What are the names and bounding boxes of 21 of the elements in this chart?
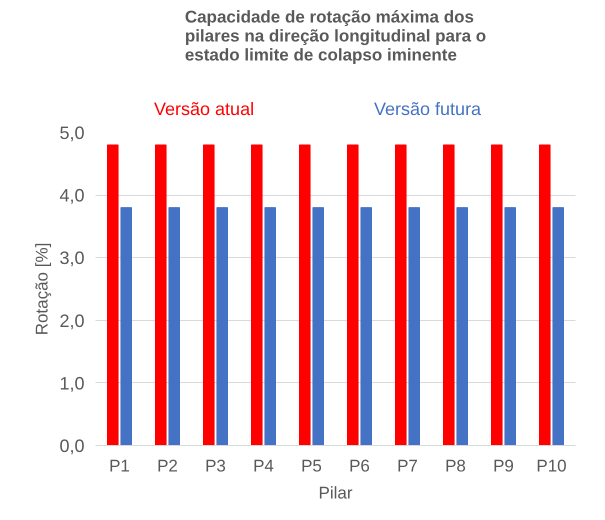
x-tick-label: P3 (205, 456, 226, 476)
x-tick-label: P1 (109, 456, 130, 476)
series-label: Versão atual (154, 99, 254, 120)
y-tick-label: 1,0 (59, 373, 85, 394)
x-tick-label: P2 (157, 456, 178, 476)
text: Versão futura (374, 99, 482, 120)
y-tick-label: 5,0 (59, 123, 85, 143)
y-tick-label: 3,0 (59, 248, 85, 268)
x-tick-label: P9 (493, 456, 514, 476)
y-tick-label: 4,0 (59, 186, 85, 206)
x-tick-label: P10 (536, 456, 567, 476)
x-tick-label: P5 (301, 456, 322, 476)
y-tick-label: 0,0 (59, 436, 85, 456)
x-tick-label: P8 (445, 456, 466, 476)
chart-title: Capacidade de rotação máxima dos pilares na direção longitudinal para o estado limite de colapso iminente (184, 8, 486, 64)
x-tick-label: P4 (253, 456, 274, 476)
x-tick-label: P7 (397, 456, 418, 476)
y-tick-label: 2,0 (59, 310, 85, 331)
x-tick-label: P6 (349, 456, 370, 476)
x-axis-title: Pilar (318, 484, 353, 502)
y-axis-title: Rotação [%] (32, 242, 52, 336)
